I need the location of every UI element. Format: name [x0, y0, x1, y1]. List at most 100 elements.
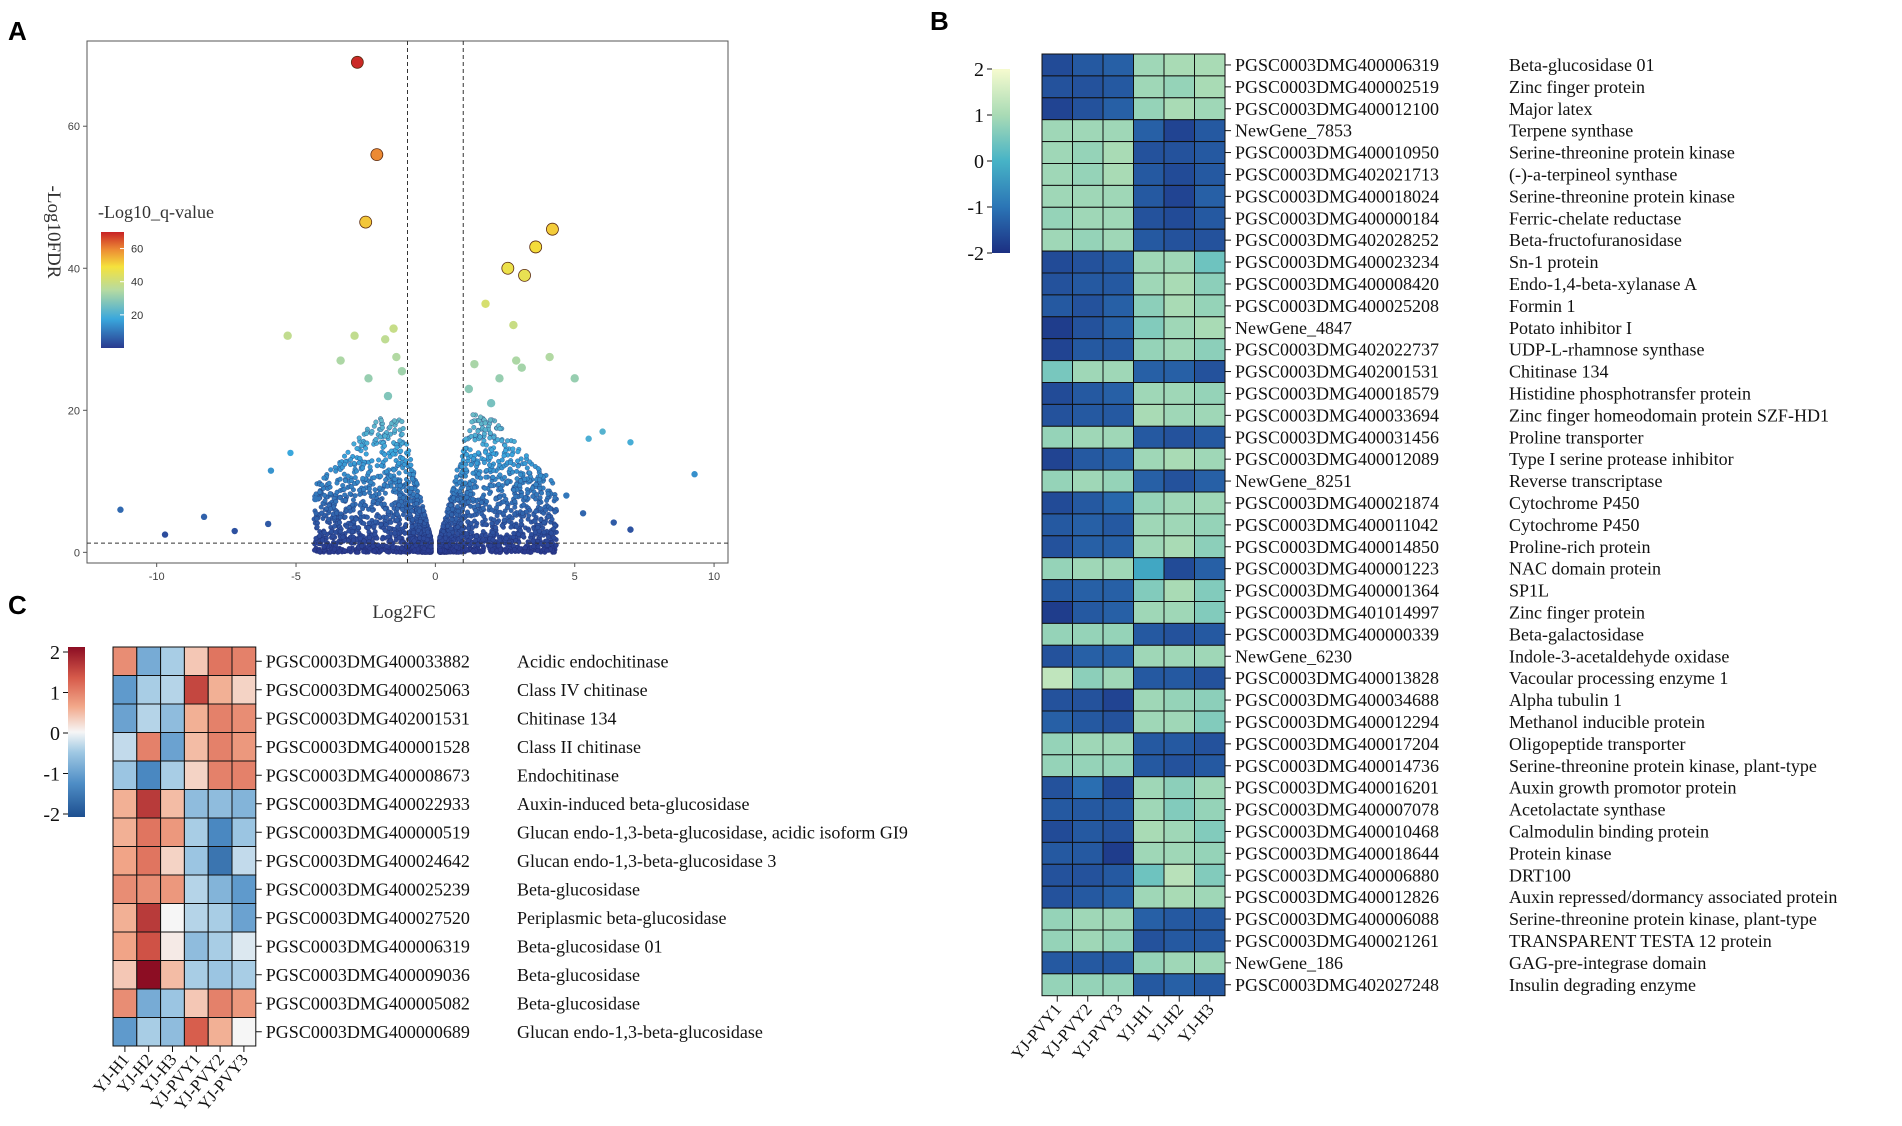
row-gene-id: PGSC0003DMG400033882 — [266, 651, 470, 671]
data-point — [392, 352, 401, 362]
data-point — [529, 240, 543, 254]
heatmap-cell — [1041, 688, 1073, 712]
data-point — [348, 478, 354, 484]
data-point — [509, 452, 515, 458]
heatmap-cell — [1133, 316, 1165, 340]
row-gene-id: PGSC0003DMG400006319 — [1235, 55, 1439, 75]
heatmap-cell — [1194, 97, 1226, 121]
heatmap-cell — [1102, 447, 1134, 471]
row-gene-id: PGSC0003DMG400011042 — [1235, 515, 1438, 535]
data-point — [344, 524, 350, 530]
data-point — [467, 428, 473, 434]
heatmap-cell — [1102, 469, 1134, 493]
data-point — [487, 430, 493, 436]
x-tick-label: -5 — [291, 571, 301, 583]
heatmap-cell — [1163, 141, 1195, 165]
data-point — [493, 525, 499, 531]
heatmap-cell — [1072, 141, 1104, 165]
row-gene-name: Acetolactate synthase — [1509, 800, 1665, 820]
data-point — [520, 533, 526, 539]
heatmap-cell — [1163, 535, 1195, 559]
data-point — [388, 537, 394, 543]
x-tick-label: 10 — [708, 571, 720, 583]
data-point — [503, 496, 509, 502]
heatmap-cell — [183, 903, 209, 933]
data-point — [457, 480, 462, 486]
heatmap-cell — [136, 874, 162, 904]
data-point — [337, 514, 343, 520]
data-point — [379, 536, 385, 542]
heatmap-cell — [183, 732, 209, 762]
data-point — [352, 475, 358, 481]
heatmap-cell — [1102, 907, 1134, 931]
data-point — [511, 487, 517, 493]
data-point — [544, 498, 550, 503]
data-point — [443, 535, 448, 541]
data-point — [423, 517, 429, 523]
data-point — [322, 498, 328, 504]
heatmap-cell — [1194, 579, 1226, 602]
heatmap-cell — [112, 646, 138, 676]
colorbar-tick-label: 0 — [50, 723, 60, 745]
row-gene-id: NewGene_8251 — [1235, 471, 1352, 491]
data-point — [396, 470, 402, 476]
row-gene-id: PGSC0003DMG400006319 — [266, 936, 470, 956]
data-point — [541, 529, 547, 535]
data-point — [342, 514, 348, 520]
data-point — [563, 492, 570, 499]
data-point — [384, 483, 390, 489]
heatmap-cell — [207, 874, 233, 904]
heatmap-cell — [1163, 907, 1195, 931]
data-point — [374, 535, 380, 541]
heatmap-cell — [183, 817, 209, 847]
row-gene-name: GAG-pre-integrase domain — [1509, 953, 1706, 973]
heatmap-cell — [1102, 776, 1134, 800]
heatmap-cell — [1072, 184, 1104, 208]
data-point — [421, 535, 427, 541]
data-point — [342, 453, 347, 459]
data-point — [384, 543, 390, 549]
heatmap-cell — [1194, 272, 1226, 296]
heatmap-cell — [1072, 360, 1104, 384]
data-point — [328, 529, 334, 535]
data-point — [371, 524, 377, 529]
heatmap-cell — [1072, 294, 1104, 318]
data-point — [490, 530, 496, 536]
heatmap-cell — [1102, 163, 1134, 186]
row-gene-name: UDP-L-rhamnose synthase — [1509, 340, 1704, 360]
data-point — [360, 475, 366, 481]
heatmap-cell — [1072, 382, 1104, 405]
data-point — [333, 499, 339, 504]
data-point — [354, 549, 360, 555]
data-point — [371, 548, 377, 554]
data-point — [400, 507, 405, 513]
heatmap-cell — [1194, 228, 1226, 252]
data-point — [453, 516, 459, 522]
data-point — [321, 475, 327, 481]
data-point — [463, 473, 468, 479]
data-point — [521, 502, 527, 508]
data-point — [411, 491, 416, 497]
heatmap-cell — [1163, 163, 1195, 186]
heatmap-cell — [1133, 820, 1165, 843]
heatmap-cell — [1072, 732, 1104, 756]
heatmap-cell — [1041, 885, 1073, 909]
data-point — [515, 458, 521, 464]
heatmap-cell — [1102, 841, 1134, 865]
data-point — [350, 331, 359, 340]
heatmap-cell — [1194, 316, 1226, 340]
data-point — [481, 299, 490, 308]
data-point — [396, 460, 402, 466]
data-point — [495, 437, 501, 443]
data-point — [501, 453, 507, 459]
heatmap-cell — [207, 646, 233, 676]
heatmap-cell — [112, 817, 138, 847]
data-point — [488, 543, 494, 549]
heatmap-cell — [1102, 666, 1134, 690]
data-point — [531, 544, 536, 549]
threshold-lines — [87, 41, 728, 563]
data-point — [348, 521, 354, 527]
data-point — [388, 519, 394, 525]
heatmap-cell — [1102, 535, 1134, 559]
data-point — [353, 516, 359, 522]
